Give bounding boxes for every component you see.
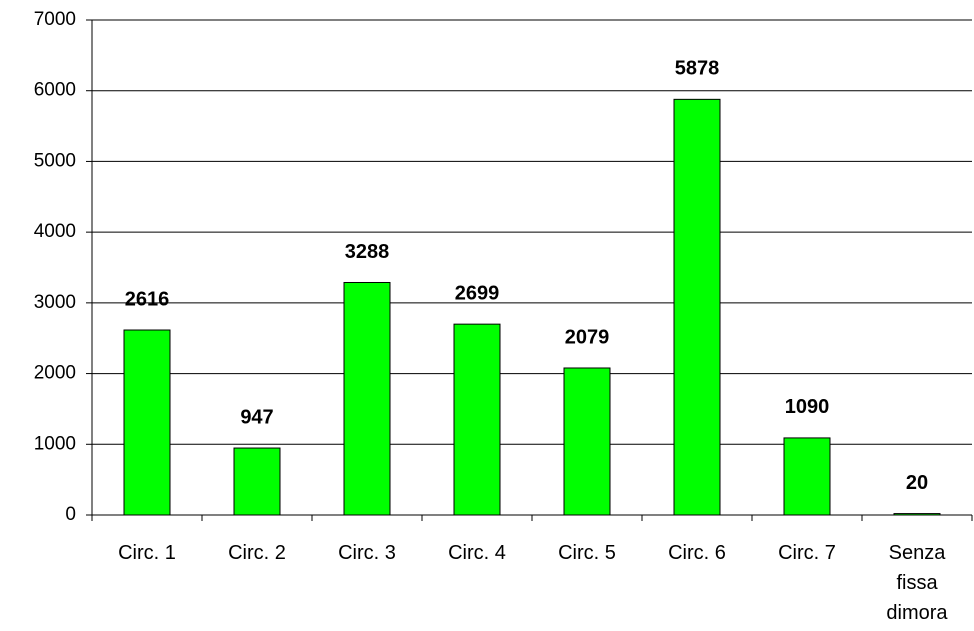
x-tick-label: Circ. 2: [228, 542, 286, 564]
value-label: 2699: [455, 282, 500, 304]
y-tick-label: 1000: [34, 433, 76, 454]
y-tick-label: 5000: [34, 150, 76, 171]
bar: [233, 447, 281, 516]
y-tick-label: 6000: [34, 80, 76, 101]
value-label: 3288: [345, 241, 390, 263]
x-tick-label: Circ. 5: [558, 542, 616, 564]
value-label: 1090: [785, 396, 830, 418]
bar: [673, 98, 721, 516]
y-tick-label: 4000: [34, 221, 76, 242]
y-tick-label: 0: [65, 504, 76, 525]
bar: [783, 437, 831, 516]
x-tick-label: Circ. 4: [448, 542, 506, 564]
x-tick-label: Circ. 1: [118, 542, 176, 564]
y-tick-label: 7000: [34, 9, 76, 30]
x-tick-label: Circ. 3: [338, 542, 396, 564]
bar: [893, 513, 941, 516]
x-tick-label: Circ. 6: [668, 542, 726, 564]
x-tick-label: Senza fissa dimora: [886, 542, 948, 624]
value-label: 947: [240, 406, 273, 428]
value-label: 2616: [125, 288, 170, 310]
y-tick-label: 2000: [34, 363, 76, 384]
bar: [123, 329, 171, 516]
bar: [563, 367, 611, 516]
value-label: 20: [906, 472, 928, 494]
y-tick-label: 3000: [34, 292, 76, 313]
x-tick-label: Circ. 7: [778, 542, 836, 564]
bar: [453, 323, 501, 516]
value-label: 2079: [565, 326, 610, 348]
bar: [343, 281, 391, 516]
value-label: 5878: [675, 58, 720, 80]
